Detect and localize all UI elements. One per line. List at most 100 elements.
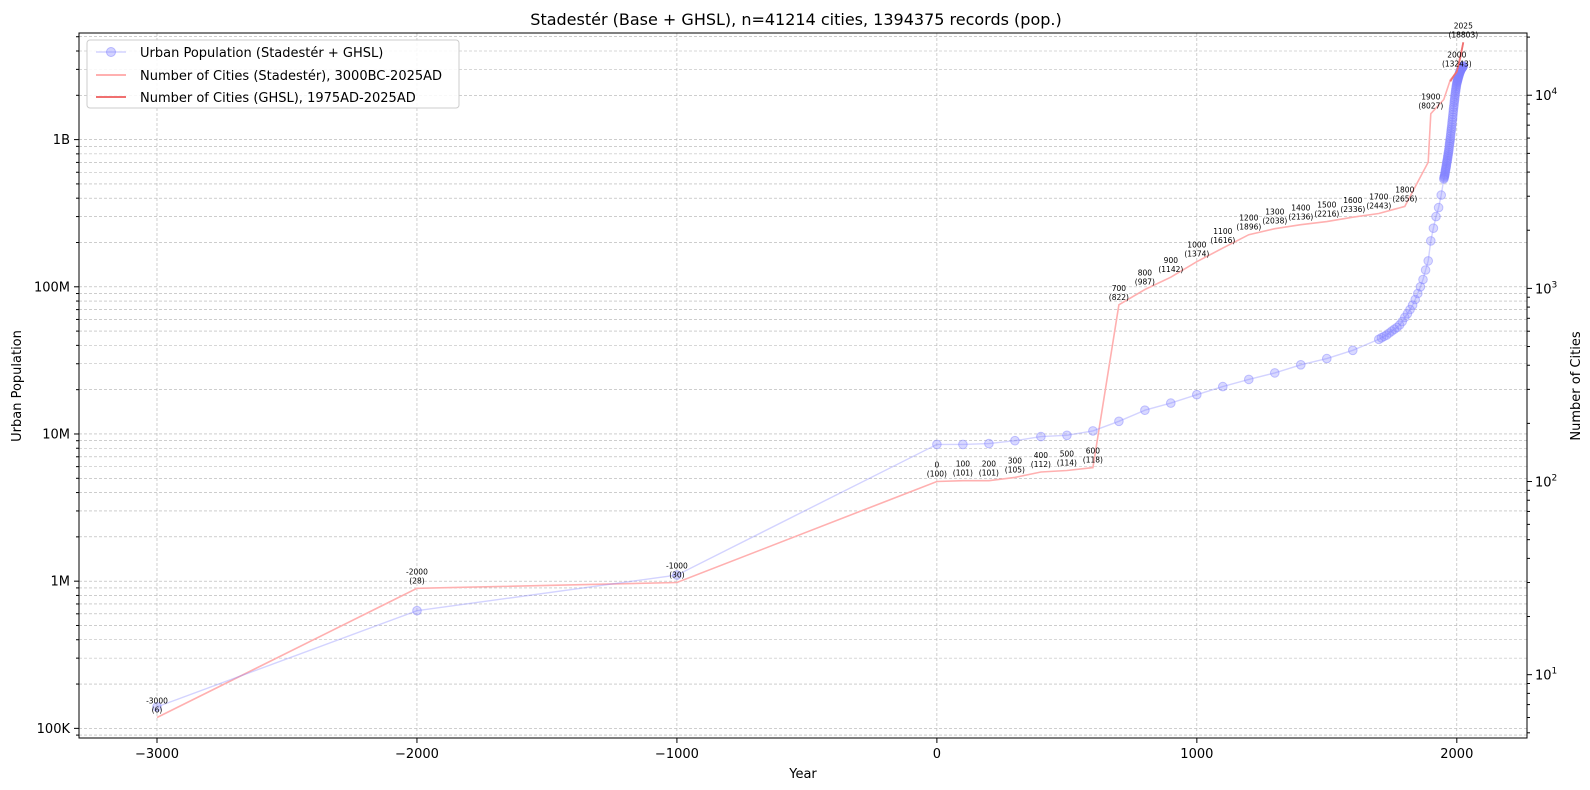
legend-label-cities-stadester: Number of Cities (Stadestér), 3000BC-202… xyxy=(140,69,442,84)
y-axis-left-label: Urban Population xyxy=(10,330,25,442)
plot-area: -3000(6)-2000(28)-1000(30)0(100)100(101)… xyxy=(78,21,1528,739)
population-point xyxy=(1244,374,1254,385)
annotation-year: -2000 xyxy=(406,567,428,576)
population-point xyxy=(1439,173,1449,183)
legend: Urban Population (Stadestér + GHSL) Numb… xyxy=(86,39,460,109)
annotation-count: (2216) xyxy=(1314,210,1339,219)
population-point xyxy=(1445,137,1455,147)
population-point xyxy=(1447,114,1458,125)
annotation-year: 200 xyxy=(982,460,997,469)
population-point xyxy=(1428,223,1439,233)
population-point xyxy=(1439,170,1450,181)
annotation-year: -1000 xyxy=(666,562,688,571)
population-point xyxy=(1036,431,1046,442)
population-point xyxy=(1441,161,1451,172)
population-point xyxy=(1447,119,1457,130)
population-point xyxy=(1348,345,1358,356)
annotation-count: (101) xyxy=(979,469,999,478)
population-point xyxy=(1451,85,1461,95)
x-tick-label: −3000 xyxy=(135,747,179,762)
population-point xyxy=(1439,174,1449,184)
population-point xyxy=(1451,81,1462,92)
population-point xyxy=(1410,294,1420,305)
legend-label-cities-ghsl: Number of Cities (GHSL), 1975AD-2025AD xyxy=(140,91,416,106)
x-tick-label: 0 xyxy=(933,747,941,762)
x-tick-label: 1000 xyxy=(1180,747,1213,762)
population-point xyxy=(1443,147,1454,158)
population-point xyxy=(1442,157,1452,167)
population-point xyxy=(1415,282,1426,292)
population-point xyxy=(1394,320,1405,330)
annotation-year: 2000 xyxy=(1447,51,1466,60)
population-point xyxy=(1062,430,1072,441)
population-point xyxy=(412,605,422,616)
population-point xyxy=(1444,145,1454,156)
y-right-tick-label: 103 xyxy=(1535,280,1557,297)
x-axis-label: Year xyxy=(788,767,817,782)
series-layer xyxy=(152,42,1469,719)
population-point xyxy=(1453,73,1463,84)
population-point xyxy=(1447,117,1457,127)
population-point xyxy=(1446,122,1457,132)
annotation-year: 600 xyxy=(1086,447,1101,456)
population-point xyxy=(1444,141,1455,152)
population-point xyxy=(1088,426,1098,436)
series-line-population xyxy=(156,65,1464,708)
population-point xyxy=(1218,381,1228,392)
population-point xyxy=(1010,435,1020,446)
population-point xyxy=(1449,100,1459,110)
population-point xyxy=(1445,133,1456,144)
y-right-tick-label: 102 xyxy=(1535,474,1557,491)
population-point xyxy=(1450,87,1461,97)
population-point xyxy=(1442,155,1452,166)
population-point xyxy=(1448,102,1459,112)
annotation-count: (30) xyxy=(669,571,684,580)
chart-title: Stadestér (Base + GHSL), n=41214 cities,… xyxy=(530,10,1061,29)
population-point xyxy=(1453,74,1463,85)
annotation-year: 400 xyxy=(1034,451,1049,460)
population-point xyxy=(672,570,682,580)
legend-box xyxy=(86,39,460,109)
population-point xyxy=(1446,124,1457,134)
annotation-count: (13243) xyxy=(1442,60,1472,69)
population-point xyxy=(1452,76,1463,87)
population-point xyxy=(932,439,942,450)
population-point xyxy=(1449,93,1460,103)
annotation-count: (2656) xyxy=(1392,194,1417,203)
population-point xyxy=(1379,331,1389,342)
y-axis-right-label: Number of Cities xyxy=(1569,331,1584,440)
annotation-year: 300 xyxy=(1008,456,1023,465)
y-left-tick-label: 10M xyxy=(42,427,70,442)
population-point xyxy=(1439,171,1450,182)
y-left-tick-label: 100M xyxy=(34,280,70,295)
series-line-cities-stadester xyxy=(156,42,1465,719)
population-point xyxy=(1397,316,1407,327)
population-point xyxy=(1426,236,1436,246)
annotation-count: (2336) xyxy=(1340,205,1365,214)
annotation-count: (8027) xyxy=(1418,102,1443,111)
population-point xyxy=(1444,143,1454,154)
population-point xyxy=(152,702,162,712)
population-point xyxy=(1446,128,1456,139)
annotation-count: (1142) xyxy=(1158,265,1183,274)
population-point xyxy=(1448,107,1458,117)
population-point xyxy=(1420,265,1431,275)
annotation-year: 500 xyxy=(1060,450,1075,459)
population-point xyxy=(1192,389,1202,400)
population-point xyxy=(1446,126,1456,136)
annotation-year: 1900 xyxy=(1421,93,1440,102)
grid xyxy=(79,33,1527,738)
population-point xyxy=(1449,95,1460,106)
population-point xyxy=(1444,139,1455,149)
population-point xyxy=(1374,334,1384,345)
annotation-year: 2025 xyxy=(1454,21,1473,30)
annotation-year: -3000 xyxy=(146,697,168,706)
population-point xyxy=(1389,324,1400,335)
population-point xyxy=(1450,91,1460,101)
population-point xyxy=(1418,274,1428,285)
annotation-count: (2443) xyxy=(1366,201,1391,210)
annotation-count: (118) xyxy=(1083,456,1103,465)
population-point xyxy=(1452,75,1463,86)
annotation-year: 900 xyxy=(1164,256,1179,265)
